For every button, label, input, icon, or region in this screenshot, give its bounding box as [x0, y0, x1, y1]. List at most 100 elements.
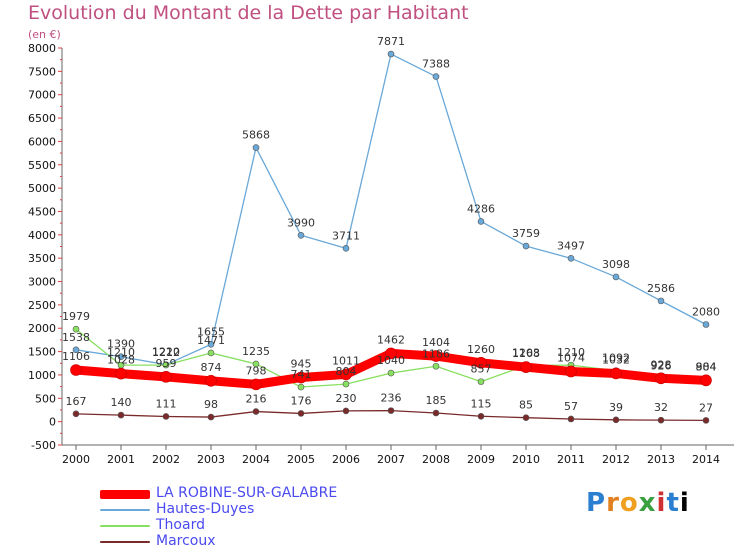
data-label: 904 [696, 360, 717, 373]
y-tick-label: 3000 [28, 276, 56, 289]
data-point [522, 414, 530, 421]
data-point [432, 409, 440, 417]
data-point [477, 218, 485, 225]
data-label: 4286 [467, 202, 495, 215]
data-label: 1040 [377, 354, 405, 367]
x-tick-label: 2011 [557, 453, 585, 466]
data-label: 1210 [107, 346, 135, 359]
data-label: 1074 [557, 351, 585, 364]
y-tick-label: 8000 [28, 42, 56, 55]
data-point [297, 231, 305, 239]
data-label: 1186 [422, 347, 450, 360]
chart-title: Evolution du Montant de la Dette par Hab… [28, 2, 469, 24]
x-tick-label: 2012 [602, 453, 630, 466]
data-point [70, 364, 82, 376]
legend-label: Thoard [156, 517, 205, 533]
x-tick-label: 2003 [197, 453, 225, 466]
proxiti-logo: Proxiti [586, 488, 690, 518]
data-label: 1260 [467, 343, 495, 356]
data-label: 874 [201, 361, 222, 374]
chart-unit-label: (en €) [28, 28, 61, 41]
data-label: 176 [291, 394, 312, 407]
data-point [252, 360, 260, 368]
y-tick-label: 0 [49, 416, 56, 429]
data-point [295, 371, 307, 384]
data-point [387, 50, 395, 58]
data-label: 1471 [197, 334, 225, 347]
legend-label: LA ROBINE-SUR-GALABRE [156, 485, 338, 501]
data-label: 230 [336, 392, 357, 405]
x-tick-label: 2010 [512, 453, 540, 466]
data-label: 2080 [692, 305, 720, 318]
data-point [117, 411, 125, 419]
x-tick-label: 2007 [377, 453, 405, 466]
y-tick-label: 6000 [28, 135, 56, 148]
x-tick-label: 2008 [422, 453, 450, 466]
data-label: 2586 [647, 282, 675, 295]
legend: LA ROBINE-SUR-GALABRE Hautes-Duyes Thoard M… [100, 485, 400, 550]
data-label: 741 [291, 368, 312, 381]
data-point [475, 356, 487, 369]
data-point [567, 415, 575, 423]
data-label: 1011 [332, 354, 360, 367]
data-point [565, 365, 577, 378]
legend-swatch [100, 489, 150, 499]
y-tick-label: 6500 [28, 112, 56, 125]
legend-item: Marcoux [100, 533, 400, 550]
data-label: 57 [564, 400, 578, 413]
data-point [702, 321, 710, 328]
y-tick-label: 1000 [28, 369, 56, 382]
legend-label: Hautes-Duyes [156, 501, 255, 517]
data-point [207, 341, 215, 348]
data-label: 1404 [422, 336, 450, 349]
data-point [342, 407, 350, 415]
x-tick-label: 2013 [647, 453, 675, 466]
x-tick-label: 2004 [242, 453, 270, 466]
x-tick-label: 2000 [62, 453, 90, 466]
data-point [657, 416, 665, 424]
data-label: 926 [651, 359, 672, 372]
data-label: 1220 [152, 346, 180, 359]
data-label: 1106 [62, 350, 90, 363]
legend-swatch [100, 509, 150, 511]
data-label: 1462 [377, 333, 405, 346]
data-label: 3990 [287, 216, 315, 229]
plot-area: -500 0 500 1000 1500 2000 2500 3000 3500 4000 4500… [28, 35, 734, 466]
data-point [340, 368, 352, 381]
data-point [387, 369, 395, 377]
data-point [252, 144, 260, 151]
data-label: 85 [519, 399, 533, 412]
data-label: 804 [336, 365, 357, 378]
data-label: 98 [204, 398, 218, 411]
data-point [162, 361, 170, 369]
data-point [72, 346, 80, 354]
x-tick-label: 2002 [152, 453, 180, 466]
data-label: 928 [651, 358, 672, 371]
data-point [252, 408, 260, 415]
x-tick-label: 2006 [332, 453, 360, 466]
data-label: 3759 [512, 227, 540, 240]
legend-swatch [100, 541, 150, 543]
data-point [72, 325, 80, 333]
data-point [610, 367, 622, 380]
data-point [342, 245, 350, 252]
y-tick-label: 2500 [28, 299, 56, 312]
data-label: 1235 [242, 345, 270, 358]
legend-item: Hautes-Duyes [100, 501, 400, 518]
data-point [612, 273, 620, 281]
data-point [385, 347, 397, 360]
data-point [205, 375, 217, 387]
legend-item: Thoard [100, 517, 400, 534]
data-point [207, 413, 215, 421]
legend-label: Marcoux [156, 533, 216, 549]
data-point [117, 353, 125, 361]
data-label: 3497 [557, 239, 585, 252]
data-label: 1032 [602, 353, 630, 366]
data-point [432, 73, 440, 80]
data-label: 236 [381, 392, 402, 405]
data-label: 3098 [602, 258, 630, 271]
y-tick-label: 1500 [28, 346, 56, 359]
data-label: 167 [66, 395, 87, 408]
data-point [162, 413, 170, 420]
data-label: 1203 [512, 346, 540, 359]
